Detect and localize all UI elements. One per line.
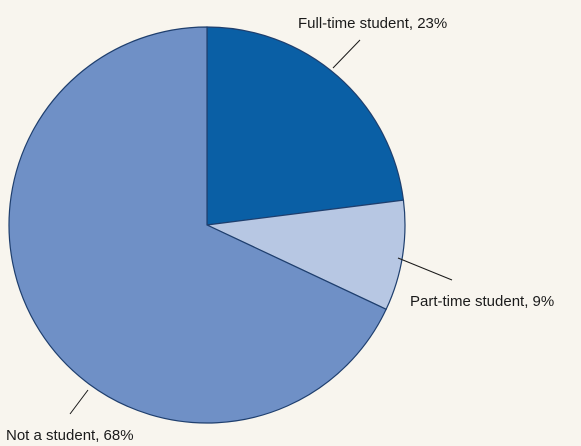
- pie-slice: [204, 199, 406, 311]
- slice-label: Part-time student, 9%: [410, 293, 554, 310]
- leader-line: [69, 389, 89, 415]
- leader-line: [397, 257, 453, 281]
- leader-line: [332, 39, 361, 69]
- pie-slice: [8, 26, 387, 424]
- slice-label: Full-time student, 23%: [298, 15, 447, 32]
- pie-slice: [206, 26, 405, 226]
- slice-label: Not a student, 68%: [6, 427, 134, 444]
